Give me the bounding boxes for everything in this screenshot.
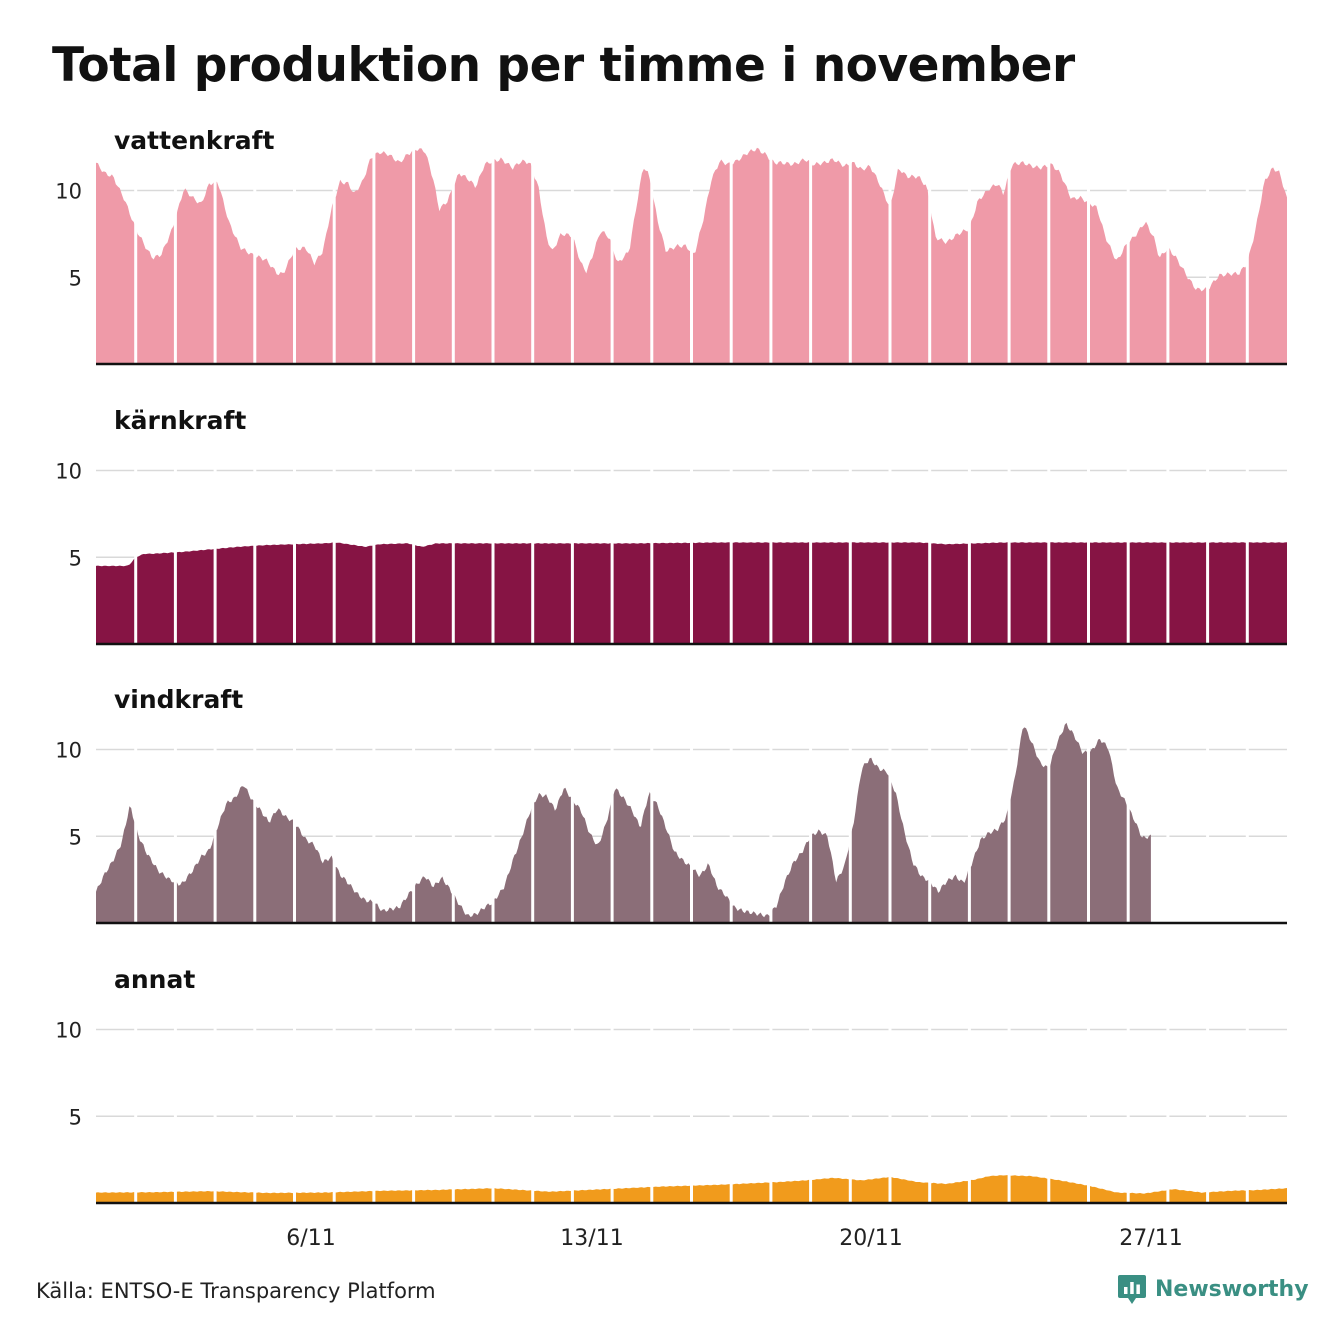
- y-tick-label: 10: [55, 460, 82, 484]
- faceted-area-chart: 5 10 vattenkraft 5 10 kärnkraft 5 10 vindkraft 5 1…: [55, 124, 1287, 1251]
- brand-name: Newsworthy: [1155, 1276, 1309, 1302]
- y-tick-label: 10: [55, 180, 82, 204]
- panel-title: kärnkraft: [114, 406, 246, 435]
- panel-vattenkraft: 5 10 vattenkraft: [55, 124, 1287, 366]
- source-note: Källa: ENTSO-E Transparency Platform: [36, 1279, 436, 1303]
- y-tick-label: 5: [69, 825, 82, 849]
- newsworthy-logo-icon: [1118, 1275, 1146, 1304]
- panel-title: annat: [114, 965, 195, 994]
- panel-title: vindkraft: [114, 685, 243, 714]
- chart-title: Total produktion per timme i november: [52, 38, 1075, 93]
- y-tick-label: 5: [69, 266, 82, 290]
- y-tick-label: 5: [69, 546, 82, 570]
- brand-logo: Newsworthy: [1117, 1273, 1309, 1305]
- panel-annat: 5 10 annat: [55, 963, 1287, 1205]
- panel-vindkraft: 5 10 vindkraft: [55, 683, 1287, 925]
- x-tick-label: 27/11: [1119, 1226, 1182, 1251]
- panel-title: vattenkraft: [114, 126, 275, 155]
- x-tick-label: 20/11: [839, 1226, 902, 1251]
- x-tick-label: 13/11: [560, 1226, 623, 1251]
- series-area-vindkraft: [96, 722, 1151, 923]
- panel-kärnkraft: 5 10 kärnkraft: [55, 404, 1287, 646]
- x-tick-label: 6/11: [286, 1226, 335, 1251]
- y-tick-label: 5: [69, 1105, 82, 1129]
- y-tick-label: 10: [55, 739, 82, 763]
- y-tick-label: 10: [55, 1019, 82, 1043]
